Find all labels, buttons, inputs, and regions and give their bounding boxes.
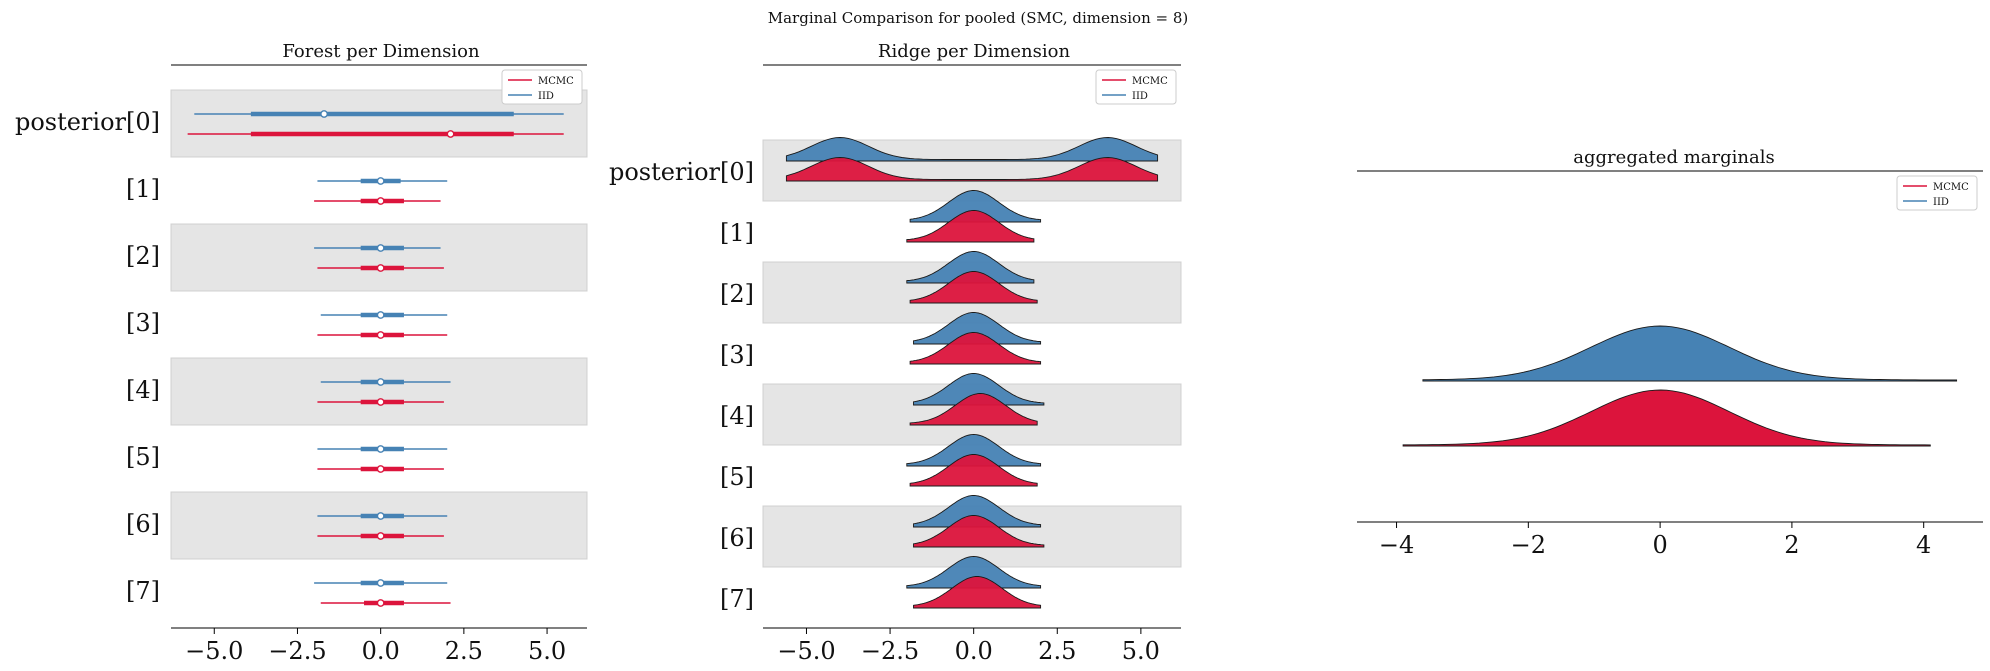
forest-panel: Forest per Dimension posterior[0] [1] [2] [… — [15, 41, 588, 665]
ridge-mcmc-row — [909, 332, 1042, 365]
forest-point — [376, 465, 385, 473]
forest-point — [376, 445, 385, 453]
forest-point — [376, 311, 385, 319]
row-band — [170, 223, 588, 292]
row-label: posterior[0] — [609, 158, 754, 186]
x-tick-label: 2.5 — [445, 637, 483, 665]
ridge-iid-row — [785, 137, 1159, 162]
ridge-mcmc-row — [913, 576, 1042, 609]
forest-point — [376, 512, 385, 520]
forest-point — [376, 331, 385, 339]
ridge-iid-row — [913, 495, 1042, 528]
aggregated-iid-density — [1422, 325, 1958, 382]
x-tick-label: 4 — [1916, 531, 1931, 559]
ridge-mcmc-row — [909, 271, 1038, 304]
row-label: [6] — [720, 524, 754, 552]
forest-point — [376, 599, 385, 607]
forest-series-iid — [194, 110, 564, 587]
forest-point — [446, 130, 455, 138]
ridge-mcmc-row — [909, 454, 1038, 487]
forest-point — [376, 378, 385, 386]
row-label: [6] — [126, 510, 160, 538]
legend-label-iid: IID — [1132, 91, 1148, 102]
forest-point — [376, 177, 385, 185]
x-tick-label: −5.0 — [777, 637, 835, 665]
row-label: [3] — [720, 341, 754, 369]
x-tick-label: 0 — [1652, 531, 1667, 559]
ridge-mcmc-row — [785, 157, 1159, 182]
x-tick-label: 5.0 — [528, 637, 566, 665]
forest-point — [376, 244, 385, 252]
ridge-mcmc-row — [909, 393, 1038, 426]
row-label: [4] — [126, 376, 160, 404]
row-label: posterior[0] — [15, 108, 160, 136]
ridge-iid-row — [913, 373, 1045, 406]
legend-label-iid: IID — [538, 91, 554, 102]
x-tick-label: −2.5 — [268, 637, 326, 665]
figure-suptitle: Marginal Comparison for pooled (SMC, dim… — [768, 9, 1188, 27]
legend-label-iid: IID — [1933, 197, 1949, 208]
row-band — [170, 357, 588, 426]
aggregated-mcmc-density — [1402, 389, 1931, 447]
forest-point — [320, 110, 328, 118]
row-label: [5] — [126, 443, 160, 471]
ridge-iid-row — [906, 556, 1042, 589]
ridge-iid-row — [906, 434, 1042, 467]
row-label: [3] — [126, 309, 160, 337]
row-label: [7] — [126, 577, 160, 605]
x-tick-label: 2.5 — [1038, 637, 1076, 665]
x-tick-label: 0.0 — [362, 637, 400, 665]
forest-point — [376, 398, 385, 406]
ridge-mcmc-row — [913, 515, 1045, 548]
ridge-panel: Ridge per Dimension posterior[0] [1] [2] [3… — [609, 41, 1182, 665]
x-tick-label: 0.0 — [955, 637, 993, 665]
x-tick-label: 5.0 — [1122, 637, 1160, 665]
x-tick-label: −2.5 — [861, 637, 919, 665]
forest-point — [376, 579, 385, 587]
legend-label-mcmc: MCMC — [538, 76, 574, 87]
x-tick-label: 2 — [1784, 531, 1799, 559]
forest-point — [376, 197, 385, 205]
ridge-iid-row — [909, 190, 1042, 223]
ridge-iid-row — [913, 312, 1042, 345]
row-label: [2] — [720, 280, 754, 308]
legend-label-mcmc: MCMC — [1933, 182, 1969, 193]
x-tick-label: −4 — [1379, 531, 1414, 559]
forest-point — [376, 264, 385, 272]
legend-label-mcmc: MCMC — [1132, 76, 1168, 87]
aggregated-panel-title: aggregated marginals — [1573, 147, 1774, 168]
ridge-iid-row — [906, 251, 1035, 284]
row-label: [1] — [126, 175, 160, 203]
row-label: [7] — [720, 585, 754, 613]
row-band — [170, 491, 588, 560]
ridge-panel-title: Ridge per Dimension — [878, 41, 1071, 62]
aggregated-panel: aggregated marginals MCMC IID −4 −2 0 2 4 — [1357, 147, 1983, 559]
forest-point — [376, 532, 385, 540]
ridge-mcmc-row — [906, 210, 1035, 243]
x-tick-label: −5.0 — [185, 637, 243, 665]
row-label: [2] — [126, 242, 160, 270]
x-tick-label: −2 — [1511, 531, 1546, 559]
forest-panel-title: Forest per Dimension — [282, 41, 480, 62]
row-label: [1] — [720, 219, 754, 247]
row-label: [5] — [720, 463, 754, 491]
forest-series-mcmc — [187, 130, 564, 607]
row-label: [4] — [720, 402, 754, 430]
